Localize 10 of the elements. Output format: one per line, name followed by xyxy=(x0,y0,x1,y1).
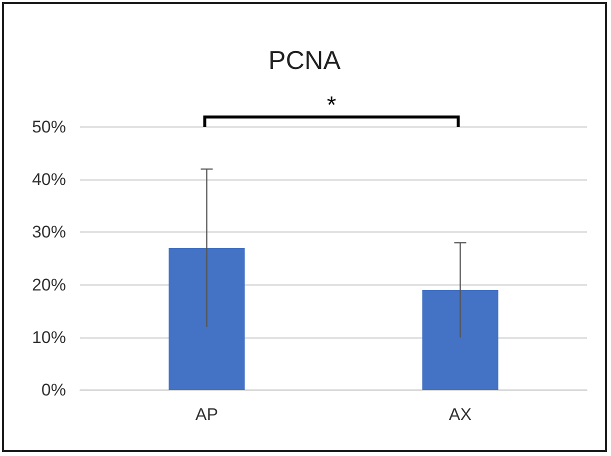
y-tick-label: 20% xyxy=(32,275,66,294)
y-tick-label: 50% xyxy=(32,118,66,136)
x-tick-label: AP xyxy=(195,405,218,424)
y-tick-label: 30% xyxy=(32,222,66,242)
text: * xyxy=(326,92,336,119)
chart-title: PCNA xyxy=(268,45,342,75)
y-tick-label: 10% xyxy=(32,328,66,347)
y-tick-label: 40% xyxy=(32,170,66,190)
y-tick-label: 0% xyxy=(41,380,66,400)
x-tick-label: AX xyxy=(448,405,472,424)
